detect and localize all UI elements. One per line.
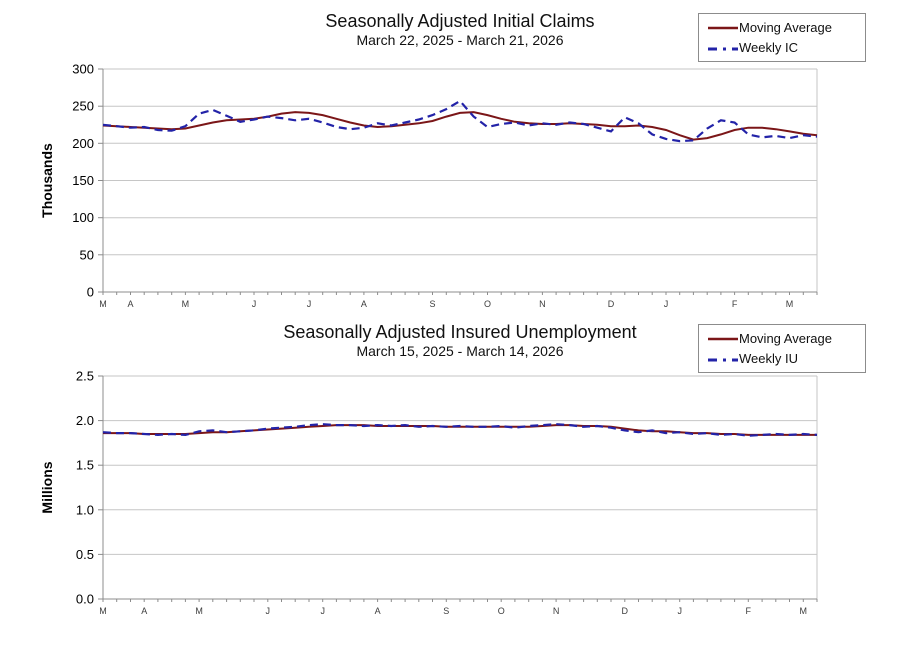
svg-text:N: N	[539, 299, 546, 309]
svg-text:M: M	[182, 299, 190, 309]
svg-text:J: J	[677, 606, 682, 616]
legend-label-weekly-ic: Weekly IC	[739, 40, 798, 56]
svg-text:S: S	[429, 299, 435, 309]
svg-text:A: A	[141, 606, 147, 616]
svg-text:M: M	[99, 299, 107, 309]
legend-label-moving-average: Moving Average	[739, 19, 832, 35]
svg-text:S: S	[443, 606, 449, 616]
legend-label-moving-average: Moving Average	[739, 330, 832, 346]
initial-claims-title: Seasonally Adjusted Initial Claims	[325, 11, 595, 31]
svg-text:150: 150	[72, 173, 94, 188]
svg-text:200: 200	[72, 136, 94, 151]
svg-text:Thousands: Thousands	[39, 143, 55, 218]
svg-text:0.5: 0.5	[76, 547, 94, 562]
svg-text:M: M	[99, 606, 107, 616]
weekly-ic-dashed-line-icon	[707, 42, 739, 54]
svg-text:M: M	[786, 299, 794, 309]
svg-text:D: D	[608, 299, 615, 309]
svg-text:2.5: 2.5	[76, 369, 94, 384]
insured-unemployment-title: Seasonally Adjusted Insured Unemployment	[283, 322, 637, 342]
svg-text:O: O	[484, 299, 491, 309]
svg-text:0.0: 0.0	[76, 592, 94, 607]
svg-text:A: A	[361, 299, 367, 309]
svg-text:F: F	[732, 299, 738, 309]
svg-text:1.5: 1.5	[76, 458, 94, 473]
insured-unemployment-subtitle: March 15, 2025 - March 14, 2026	[356, 343, 564, 359]
legend-row-weekly-iu: Weekly IU	[707, 351, 865, 366]
svg-text:M: M	[800, 606, 808, 616]
legend-label-weekly-iu: Weekly IU	[739, 351, 798, 367]
svg-text:D: D	[622, 606, 629, 616]
svg-text:J: J	[664, 299, 669, 309]
moving-average-line-icon	[707, 332, 739, 344]
svg-text:J: J	[307, 299, 312, 309]
svg-text:J: J	[252, 299, 257, 309]
svg-text:M: M	[195, 606, 203, 616]
weekly-iu-dashed-line-icon	[707, 353, 739, 365]
legend-row-weekly-ic: Weekly IC	[707, 40, 865, 55]
initial-claims-legend: Moving Average Weekly IC	[698, 13, 866, 62]
svg-text:300: 300	[72, 62, 94, 77]
svg-text:0: 0	[87, 285, 94, 300]
insured-unemployment-legend: Moving Average Weekly IU	[698, 324, 866, 373]
svg-text:N: N	[553, 606, 560, 616]
svg-text:250: 250	[72, 99, 94, 114]
svg-text:100: 100	[72, 210, 94, 225]
initial-claims-subtitle: March 22, 2025 - March 21, 2026	[356, 32, 564, 48]
svg-text:Millions: Millions	[39, 461, 55, 513]
legend-row-moving-average: Moving Average	[707, 331, 865, 346]
svg-text:O: O	[498, 606, 505, 616]
svg-text:F: F	[746, 606, 752, 616]
svg-text:A: A	[127, 299, 133, 309]
svg-text:50: 50	[80, 247, 94, 262]
svg-text:1.0: 1.0	[76, 502, 94, 517]
legend-row-moving-average: Moving Average	[707, 20, 865, 35]
moving-average-line-icon	[707, 21, 739, 33]
svg-text:J: J	[320, 606, 325, 616]
svg-text:A: A	[375, 606, 381, 616]
svg-text:J: J	[266, 606, 271, 616]
svg-text:2.0: 2.0	[76, 413, 94, 428]
